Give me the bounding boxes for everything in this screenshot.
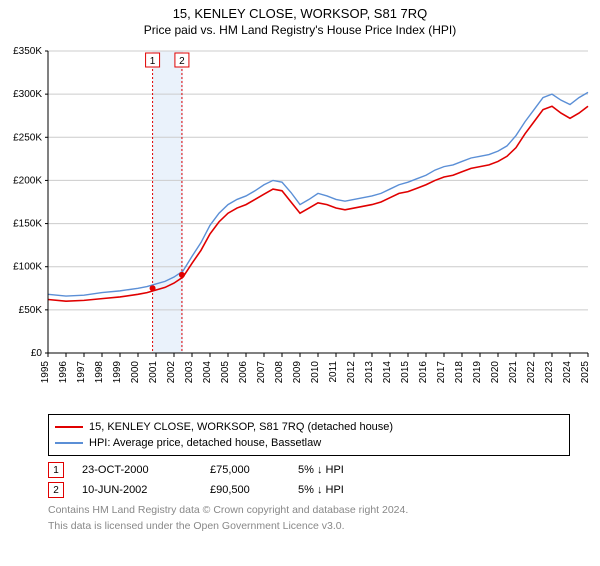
svg-text:£100K: £100K — [13, 262, 42, 273]
legend-row: HPI: Average price, detached house, Bass… — [55, 435, 563, 451]
svg-text:1998: 1998 — [94, 361, 105, 384]
page-subtitle: Price paid vs. HM Land Registry's House … — [0, 23, 600, 37]
svg-text:2020: 2020 — [490, 361, 501, 384]
svg-text:2004: 2004 — [202, 361, 213, 384]
svg-text:2025: 2025 — [580, 361, 591, 384]
svg-text:2015: 2015 — [400, 361, 411, 384]
sales-pct: 5% ↓ HPI — [298, 464, 378, 476]
footnote-line-1: Contains HM Land Registry data © Crown c… — [48, 504, 570, 518]
svg-text:2007: 2007 — [256, 361, 267, 384]
svg-text:2009: 2009 — [292, 361, 303, 384]
svg-text:£200K: £200K — [13, 175, 42, 186]
sales-price: £90,500 — [210, 484, 280, 496]
svg-text:2003: 2003 — [184, 361, 195, 384]
svg-text:2000: 2000 — [130, 361, 141, 384]
legend: 15, KENLEY CLOSE, WORKSOP, S81 7RQ (deta… — [48, 414, 570, 456]
svg-text:£0: £0 — [31, 348, 43, 359]
sales-row: 1 23-OCT-2000 £75,000 5% ↓ HPI — [48, 460, 570, 480]
svg-text:2001: 2001 — [148, 361, 159, 384]
svg-text:1999: 1999 — [112, 361, 123, 384]
svg-text:2018: 2018 — [454, 361, 465, 384]
svg-text:2005: 2005 — [220, 361, 231, 384]
page-title: 15, KENLEY CLOSE, WORKSOP, S81 7RQ — [0, 6, 600, 21]
sales-marker: 2 — [48, 482, 64, 498]
svg-text:2017: 2017 — [436, 361, 447, 384]
svg-text:£350K: £350K — [13, 46, 42, 57]
svg-text:1997: 1997 — [76, 361, 87, 384]
sales-date: 10-JUN-2002 — [82, 484, 192, 496]
svg-text:2: 2 — [179, 56, 185, 67]
legend-swatch — [55, 442, 83, 444]
svg-text:2008: 2008 — [274, 361, 285, 384]
svg-text:2022: 2022 — [526, 361, 537, 384]
chart-area: £0 £50K £100K £150K £200K £250K £300K £350K 1995… — [0, 43, 600, 408]
svg-text:2014: 2014 — [382, 361, 393, 384]
svg-text:2016: 2016 — [418, 361, 429, 384]
sales-table: 1 23-OCT-2000 £75,000 5% ↓ HPI 2 10-JUN-2002 £… — [48, 460, 570, 500]
svg-text:2013: 2013 — [364, 361, 375, 384]
footnote-line-2: This data is licensed under the Open Gov… — [48, 520, 570, 534]
svg-text:2006: 2006 — [238, 361, 249, 384]
svg-text:2012: 2012 — [346, 361, 357, 384]
sales-pct: 5% ↓ HPI — [298, 484, 378, 496]
svg-text:1: 1 — [150, 56, 156, 67]
svg-text:2023: 2023 — [544, 361, 555, 384]
svg-text:1996: 1996 — [58, 361, 69, 384]
svg-text:2011: 2011 — [328, 361, 339, 383]
legend-swatch — [55, 426, 83, 428]
svg-text:2021: 2021 — [508, 361, 519, 384]
svg-text:2019: 2019 — [472, 361, 483, 384]
sales-date: 23-OCT-2000 — [82, 464, 192, 476]
sales-row: 2 10-JUN-2002 £90,500 5% ↓ HPI — [48, 480, 570, 500]
legend-row: 15, KENLEY CLOSE, WORKSOP, S81 7RQ (deta… — [55, 419, 563, 435]
legend-label: 15, KENLEY CLOSE, WORKSOP, S81 7RQ (deta… — [89, 421, 393, 433]
svg-text:£250K: £250K — [13, 132, 42, 143]
svg-text:£50K: £50K — [19, 305, 43, 316]
svg-text:2002: 2002 — [166, 361, 177, 384]
legend-label: HPI: Average price, detached house, Bass… — [89, 437, 321, 449]
svg-text:1995: 1995 — [40, 361, 51, 384]
svg-text:2024: 2024 — [562, 361, 573, 384]
svg-text:2010: 2010 — [310, 361, 321, 384]
price-chart: £0 £50K £100K £150K £200K £250K £300K £350K 1995… — [0, 43, 600, 403]
sales-marker: 1 — [48, 462, 64, 478]
svg-text:£300K: £300K — [13, 89, 42, 100]
svg-text:£150K: £150K — [13, 219, 42, 230]
sales-price: £75,000 — [210, 464, 280, 476]
